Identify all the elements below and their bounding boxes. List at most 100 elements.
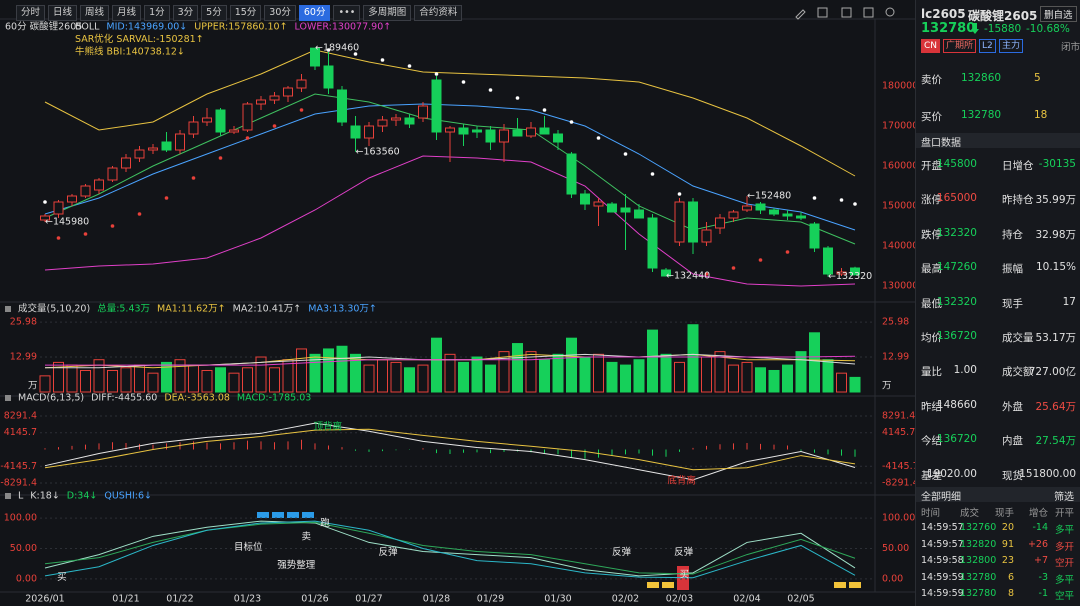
stat-value: 32.98万 [1035,228,1076,241]
candle-body [188,121,199,135]
icon-calc[interactable] [863,7,874,18]
y-tick-label: 0.00 [16,573,37,584]
sar-dot [164,196,169,200]
tab[interactable]: 多周期图 [363,5,412,21]
trade-cell: 空平 [1055,591,1075,602]
candle-body [229,129,239,133]
tab[interactable]: 分时 [16,5,46,21]
volume-bar [795,351,807,393]
x-tick-label: 02/02 [612,594,639,605]
sar-dot [110,224,115,228]
trade-cell: -14 [1032,522,1048,533]
candle-body [647,217,658,269]
tab[interactable]: 1分 [144,5,170,21]
candle-body [634,209,644,219]
tab[interactable]: 日线 [48,5,78,21]
icon-pen[interactable] [795,9,806,20]
indicator-label: 总量:5.43万 [97,303,150,315]
trade-cell: 14:59:57 [921,538,964,550]
candle-body [742,205,752,211]
tab[interactable]: 5分 [201,5,227,21]
volume-bar [566,337,577,393]
candle-body [836,271,847,275]
indicator-line [44,49,856,177]
candle-body [202,117,212,123]
tab[interactable]: 合约资料 [414,5,463,21]
tab[interactable]: 月线 [112,5,142,21]
candle-body [67,195,77,203]
volume-bar [579,356,591,393]
candle-body [539,127,550,135]
annotation: 顶背离 [314,420,343,432]
indicator-line [44,520,856,577]
indicator-label: DIFF:-4455.60 [91,393,157,404]
indicator-label: MACD(6,13,5) [18,393,84,404]
volume-bar [269,367,280,393]
icon-note[interactable] [841,7,852,18]
background [0,0,915,606]
y-tick-label: 25.98 [10,317,37,328]
indicator-line [44,103,856,231]
volume-bar [471,356,483,393]
tab[interactable]: 60分 [298,5,331,21]
volume-bar [633,359,645,393]
stat-label: 内盘 [1002,435,1023,448]
volume-bar [39,375,51,393]
volume-bar [458,361,469,393]
candle-body [337,89,347,123]
stat-value: 1.00 [953,364,977,377]
candle-body [310,47,320,67]
sar-dot [353,52,358,56]
candle-body [782,213,793,217]
candle-body [715,217,725,229]
filter-button[interactable]: 筛选 [1054,492,1074,503]
x-tick-label: 01/26 [301,594,328,605]
volume-bar [161,361,172,393]
candle-body [607,203,617,213]
indicator-label: L [18,491,24,502]
tab[interactable]: ••• [333,5,361,21]
indicator-line [44,520,856,579]
tab[interactable]: 3分 [172,5,199,21]
stat-value: 136720 [936,330,977,342]
remove-watch-button[interactable]: 删自选 [1040,6,1077,22]
stat-label: 成交量 [1002,332,1034,344]
change-pct: -10.68% [1026,23,1070,35]
sar-dot [56,236,61,240]
trade-cell: -3 [1038,571,1048,583]
y-tick-label: -8291.4 [0,478,37,489]
y-tick-label: 150000 [882,201,915,212]
icon-window[interactable] [817,7,828,18]
candle-body [755,203,766,211]
sar-dot [758,258,763,262]
y-tick-label: 50.00 [882,543,909,554]
indicator-label: MA3:13.30万↑ [308,304,377,315]
stat-value: 165000 [936,192,977,205]
stat-value: -30135 [1038,158,1076,170]
volume-bar [309,353,321,393]
candle-body [620,207,631,213]
trade-cell: 6 [1007,571,1014,583]
volume-bar [228,372,240,393]
volume-bar [417,364,429,393]
candle-body [256,99,266,105]
trade-cell: 多开 [1055,541,1075,553]
signal [849,582,861,588]
icon-settings[interactable] [885,7,895,17]
signal [647,582,659,588]
volume-bar [350,353,361,393]
volume-bar [66,364,78,393]
tab[interactable]: 周线 [80,5,110,21]
tab[interactable]: 15分 [229,5,262,21]
tab[interactable]: 30分 [264,5,296,21]
sar-dot [812,196,817,200]
indicator-label: MID:143969.00↓ [106,22,187,33]
volume-bar [188,364,199,393]
volume-bar [174,359,186,393]
y-tick-label: 4145.7 [4,427,37,438]
trade-cell: 14:59:59 [921,571,964,583]
volume-bar [525,351,537,393]
stat-value: 136720 [936,433,977,446]
volume-bar [687,324,699,393]
candle-body [377,119,388,127]
